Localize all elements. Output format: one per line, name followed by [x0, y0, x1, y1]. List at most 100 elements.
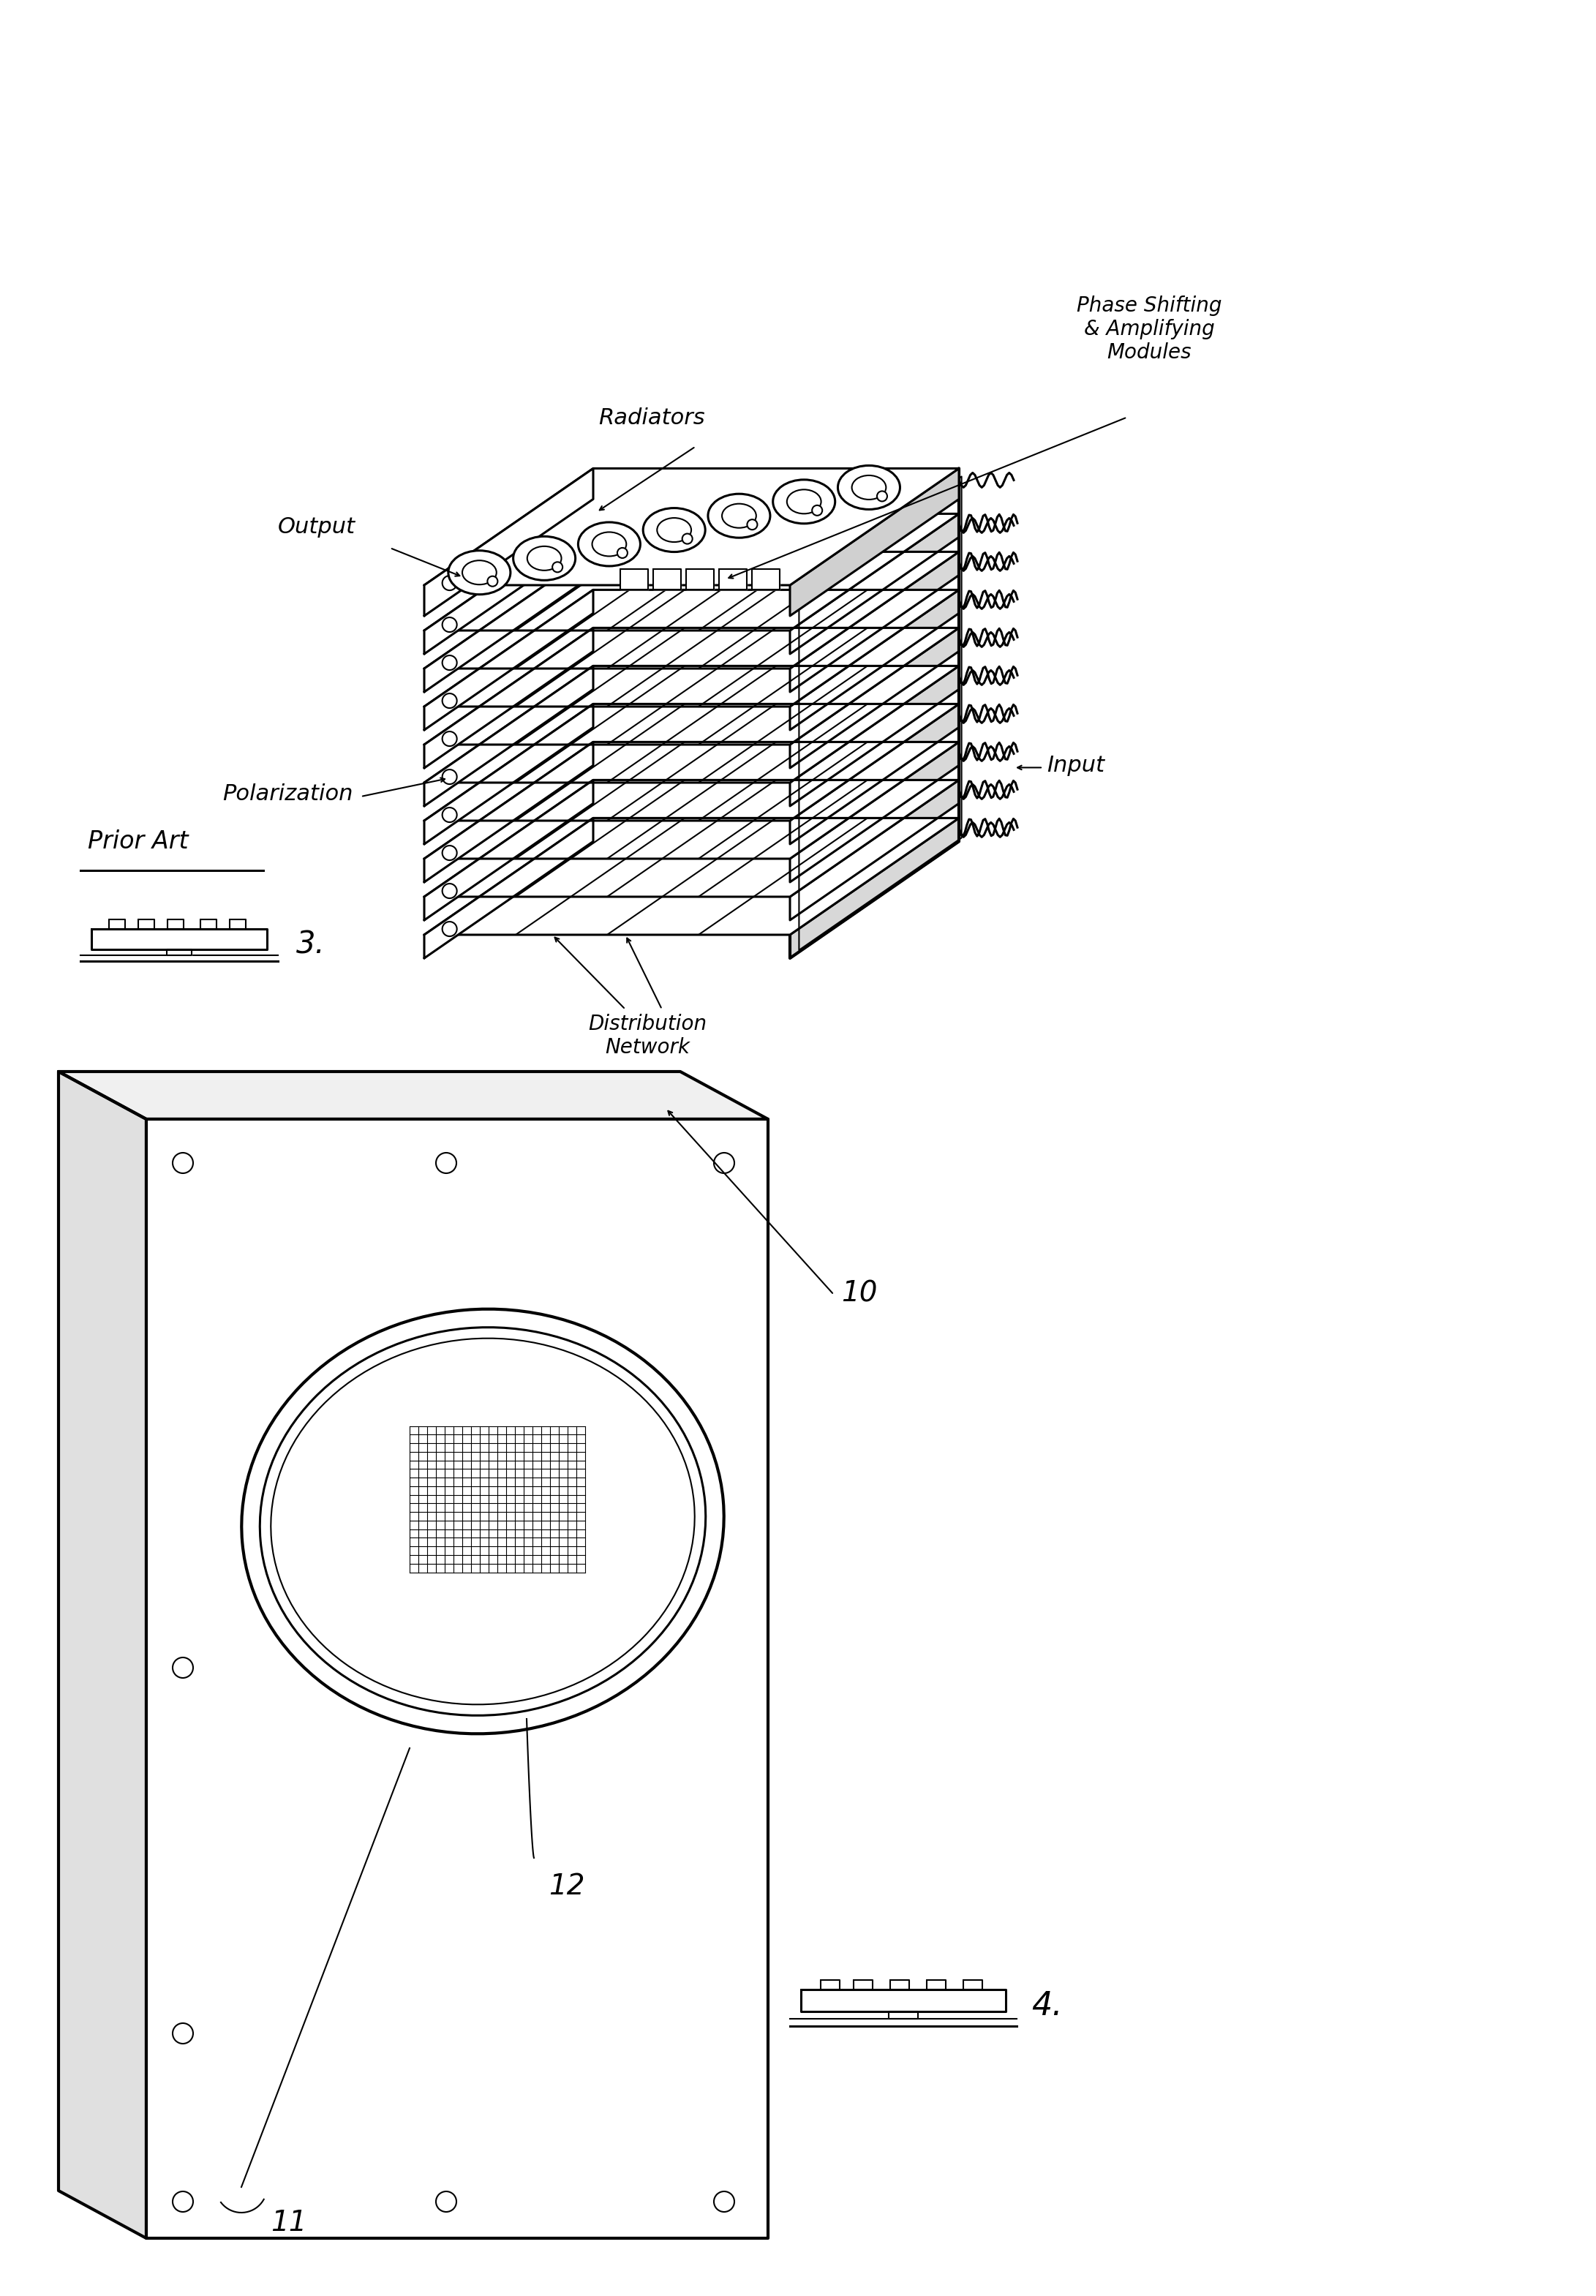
Circle shape	[442, 845, 456, 861]
Ellipse shape	[772, 480, 835, 523]
Circle shape	[172, 2190, 193, 2211]
Polygon shape	[718, 569, 747, 590]
Ellipse shape	[592, 533, 626, 556]
Ellipse shape	[271, 1339, 694, 1704]
Text: 10: 10	[841, 1281, 878, 1309]
Ellipse shape	[787, 489, 820, 514]
Polygon shape	[619, 569, 648, 590]
Polygon shape	[425, 817, 959, 934]
Circle shape	[812, 505, 822, 517]
Polygon shape	[59, 1072, 768, 1118]
Ellipse shape	[260, 1327, 705, 1715]
Polygon shape	[425, 514, 594, 654]
Polygon shape	[425, 781, 594, 921]
Polygon shape	[790, 468, 959, 615]
Text: 4.: 4.	[1031, 1991, 1063, 2023]
Polygon shape	[790, 514, 959, 654]
Polygon shape	[790, 590, 959, 730]
Circle shape	[442, 654, 456, 670]
Polygon shape	[790, 627, 959, 769]
Polygon shape	[425, 742, 959, 859]
Ellipse shape	[448, 551, 511, 595]
Polygon shape	[425, 551, 959, 668]
Polygon shape	[425, 590, 594, 730]
Polygon shape	[166, 951, 192, 955]
Polygon shape	[168, 918, 184, 930]
Polygon shape	[425, 590, 959, 707]
Circle shape	[442, 693, 456, 707]
Polygon shape	[201, 918, 217, 930]
Circle shape	[713, 1153, 734, 1173]
Polygon shape	[801, 1991, 1005, 2011]
Circle shape	[442, 808, 456, 822]
Polygon shape	[790, 551, 959, 691]
Polygon shape	[109, 918, 124, 930]
Polygon shape	[927, 1979, 946, 1991]
Text: Prior Art: Prior Art	[88, 829, 188, 854]
Ellipse shape	[721, 503, 757, 528]
Circle shape	[681, 533, 693, 544]
Text: Polarization: Polarization	[222, 783, 353, 804]
Polygon shape	[425, 742, 594, 882]
Polygon shape	[790, 666, 959, 806]
Polygon shape	[425, 705, 594, 845]
Polygon shape	[425, 666, 594, 806]
Polygon shape	[139, 918, 155, 930]
Polygon shape	[964, 1979, 982, 1991]
Polygon shape	[425, 514, 959, 631]
Text: 3.: 3.	[297, 930, 326, 960]
Text: 12: 12	[549, 1874, 584, 1901]
Polygon shape	[686, 569, 713, 590]
Text: Phase Shifting
& Amplifying
Modules: Phase Shifting & Amplifying Modules	[1076, 296, 1221, 363]
Circle shape	[487, 576, 498, 585]
Polygon shape	[425, 627, 959, 744]
Polygon shape	[425, 666, 959, 783]
Ellipse shape	[241, 1309, 725, 1733]
Circle shape	[172, 1658, 193, 1678]
Ellipse shape	[709, 494, 771, 537]
Polygon shape	[425, 551, 594, 691]
Polygon shape	[91, 930, 267, 951]
Polygon shape	[230, 918, 246, 930]
Ellipse shape	[463, 560, 496, 585]
Ellipse shape	[658, 519, 691, 542]
Polygon shape	[425, 627, 594, 769]
Polygon shape	[425, 468, 594, 615]
Polygon shape	[425, 817, 594, 957]
Circle shape	[552, 563, 562, 572]
Circle shape	[876, 491, 887, 501]
Circle shape	[172, 2023, 193, 2043]
Circle shape	[436, 2190, 456, 2211]
Ellipse shape	[852, 475, 886, 501]
Polygon shape	[889, 2011, 918, 2018]
Polygon shape	[790, 781, 959, 921]
Circle shape	[713, 2190, 734, 2211]
Circle shape	[172, 1153, 193, 1173]
Polygon shape	[425, 781, 959, 898]
Text: Output: Output	[278, 517, 356, 537]
Polygon shape	[59, 1072, 147, 2239]
Polygon shape	[425, 705, 959, 820]
Ellipse shape	[578, 521, 640, 567]
Polygon shape	[147, 1118, 768, 2239]
Circle shape	[442, 618, 456, 631]
Ellipse shape	[514, 537, 576, 581]
Circle shape	[618, 549, 627, 558]
Circle shape	[442, 769, 456, 785]
Polygon shape	[854, 1979, 873, 1991]
Polygon shape	[790, 705, 959, 845]
Polygon shape	[425, 468, 959, 585]
Polygon shape	[653, 569, 680, 590]
Circle shape	[442, 921, 456, 937]
Polygon shape	[891, 1979, 910, 1991]
Circle shape	[442, 576, 456, 590]
Ellipse shape	[643, 507, 705, 551]
Text: 11: 11	[271, 2209, 306, 2236]
Ellipse shape	[838, 466, 900, 510]
Text: Input: Input	[1047, 755, 1104, 776]
Polygon shape	[820, 1979, 839, 1991]
Polygon shape	[790, 742, 959, 882]
Polygon shape	[752, 569, 779, 590]
Polygon shape	[790, 817, 959, 957]
Circle shape	[436, 1153, 456, 1173]
